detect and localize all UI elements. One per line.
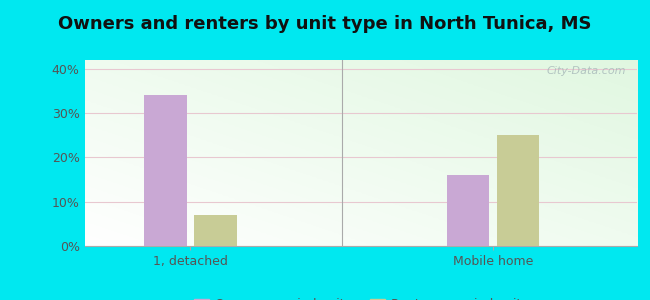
Text: Owners and renters by unit type in North Tunica, MS: Owners and renters by unit type in North… [58,15,592,33]
Bar [497,135,540,246]
Legend: Owner occupied units, Renter occupied units: Owner occupied units, Renter occupied un… [188,293,533,300]
Bar [144,95,187,246]
Bar [194,215,237,246]
Bar [447,175,489,246]
Text: City-Data.com: City-Data.com [547,66,626,76]
